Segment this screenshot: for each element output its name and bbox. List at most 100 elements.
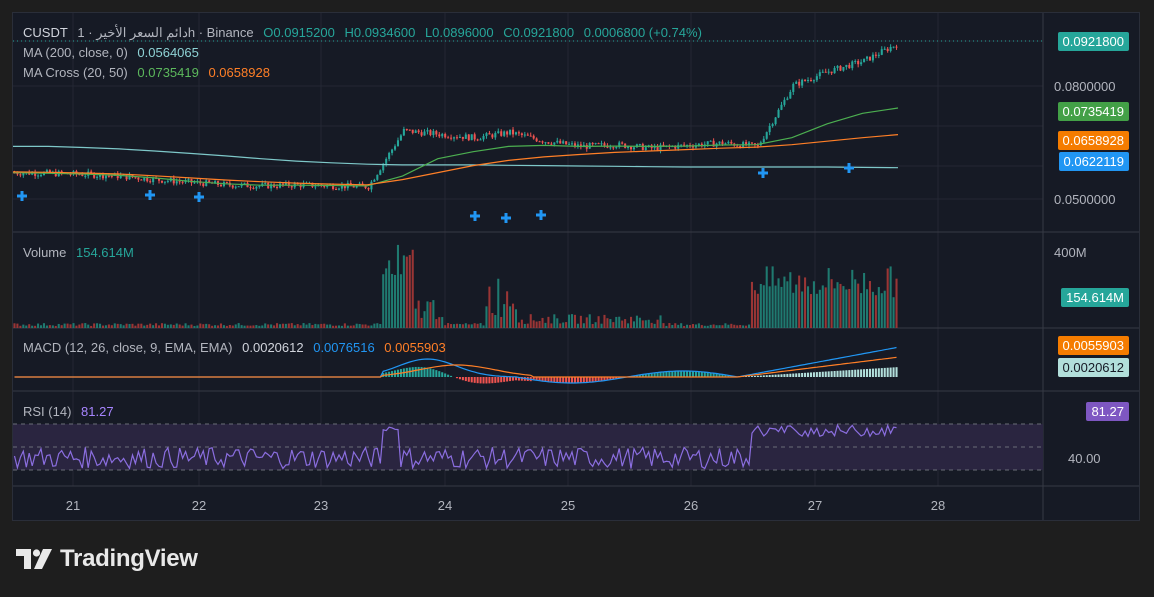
volume-legend[interactable]: Volume 154.614M bbox=[23, 245, 140, 261]
macd-hist-bar bbox=[851, 369, 854, 377]
volume-bar bbox=[143, 325, 146, 328]
volume-bar bbox=[60, 325, 63, 328]
macd-hist-bar bbox=[464, 377, 467, 382]
rsi-value: 81.27 bbox=[81, 404, 114, 419]
volume-bar bbox=[113, 323, 116, 328]
candle-body bbox=[343, 184, 346, 189]
candle-body bbox=[231, 185, 234, 188]
candle-body bbox=[662, 144, 665, 147]
candle-body bbox=[565, 141, 568, 145]
volume-bar bbox=[517, 322, 520, 328]
volume-bar bbox=[420, 317, 423, 328]
volume-bar bbox=[694, 324, 697, 328]
candle-body bbox=[871, 54, 874, 61]
volume-bar bbox=[647, 319, 650, 328]
candle-body bbox=[641, 144, 644, 151]
macd-legend[interactable]: MACD (12, 26, close, 9, EMA, EMA) 0.0020… bbox=[23, 340, 452, 356]
macd-hist-bar bbox=[750, 376, 754, 377]
macd-hist-bar bbox=[777, 374, 780, 377]
volume-bar bbox=[677, 324, 680, 328]
candle-body bbox=[84, 175, 87, 177]
volume-bar bbox=[84, 323, 87, 328]
macd-hist-bar bbox=[709, 372, 712, 377]
macd-hist-bar bbox=[559, 377, 562, 383]
candle-body bbox=[801, 79, 804, 86]
volume-bar bbox=[712, 324, 715, 328]
macd-hist-bar bbox=[647, 373, 650, 377]
candle-body bbox=[609, 147, 612, 149]
candle-body bbox=[497, 131, 500, 134]
candle-body bbox=[140, 179, 143, 181]
volume-bar bbox=[845, 289, 848, 328]
volume-bar bbox=[234, 324, 237, 328]
volume-bar bbox=[789, 272, 792, 328]
ma200-legend[interactable]: MA (200, close, 0) 0.0564065 bbox=[23, 45, 205, 61]
volume-bar bbox=[163, 323, 166, 328]
volume-bar bbox=[615, 316, 618, 328]
volume-bar bbox=[801, 291, 804, 328]
candle-body bbox=[573, 143, 577, 147]
candle-body bbox=[388, 152, 391, 159]
volume-bar bbox=[399, 274, 402, 328]
volume-bar bbox=[745, 325, 748, 328]
volume-bar bbox=[255, 325, 258, 328]
macd-hist-bar bbox=[824, 371, 827, 377]
volume-bar bbox=[865, 289, 869, 328]
volume-bar bbox=[632, 321, 636, 328]
volume-bar bbox=[39, 325, 43, 328]
volume-bar bbox=[686, 324, 689, 328]
candle-body bbox=[697, 143, 700, 146]
macd-signal-tag: 0.0055903 bbox=[1057, 336, 1129, 355]
volume-bar bbox=[570, 314, 574, 328]
candle-body bbox=[16, 172, 19, 175]
volume-bar bbox=[582, 323, 585, 328]
macd-hist-bar bbox=[668, 371, 671, 377]
rsi-legend[interactable]: RSI (14) 81.27 bbox=[23, 404, 120, 420]
candle-body bbox=[149, 181, 152, 183]
candle-body bbox=[812, 80, 815, 82]
macd-hist-bar bbox=[500, 377, 503, 383]
candle-body bbox=[538, 141, 541, 143]
macd-hist-bar bbox=[635, 375, 638, 377]
candle-body bbox=[768, 125, 771, 133]
volume-bar bbox=[385, 268, 388, 328]
candle-body bbox=[789, 91, 792, 99]
candle-body bbox=[863, 58, 866, 63]
candle-body bbox=[408, 129, 411, 131]
volume-bar bbox=[629, 316, 633, 328]
volume-bar bbox=[290, 323, 293, 328]
x-tick-25: 25 bbox=[560, 498, 576, 513]
volume-bar bbox=[479, 323, 482, 328]
volume-bar bbox=[488, 286, 491, 328]
macd-hist-bar bbox=[865, 369, 869, 377]
chart-canvas[interactable] bbox=[13, 13, 1140, 521]
volume-bar bbox=[635, 315, 638, 328]
volume-bar bbox=[497, 278, 500, 328]
volume-bar bbox=[824, 287, 827, 328]
volume-bar bbox=[450, 324, 453, 328]
volume-bar bbox=[627, 323, 630, 328]
volume-bar bbox=[674, 323, 677, 328]
rsi-tag: 81.27 bbox=[1086, 402, 1129, 421]
chart-frame[interactable]: CUSDT 1 · دائم السعر الأخيرh · Binance O… bbox=[12, 12, 1140, 521]
candle-body bbox=[721, 141, 724, 145]
volume-bar bbox=[22, 324, 25, 328]
volume-bar bbox=[119, 324, 122, 328]
volume-bar bbox=[606, 318, 609, 328]
candle-body bbox=[193, 182, 196, 184]
macd-hist-bar bbox=[830, 371, 833, 377]
candle-body bbox=[529, 135, 532, 137]
volume-bar bbox=[278, 324, 282, 328]
volume-bar bbox=[597, 316, 600, 328]
candle-body bbox=[532, 135, 535, 139]
volume-bar bbox=[393, 274, 397, 328]
macd-hist-bar bbox=[597, 377, 600, 382]
ma-cross-legend[interactable]: MA Cross (20, 50) 0.0735419 0.0658928 bbox=[23, 65, 276, 81]
volume-bar bbox=[565, 322, 568, 328]
macd-hist-bar bbox=[423, 367, 426, 377]
tradingview-brand[interactable]: TradingView bbox=[14, 545, 198, 573]
candle-body bbox=[556, 140, 559, 143]
candle-body bbox=[656, 146, 659, 151]
volume-bar bbox=[358, 324, 361, 328]
volume-bar bbox=[317, 324, 320, 328]
